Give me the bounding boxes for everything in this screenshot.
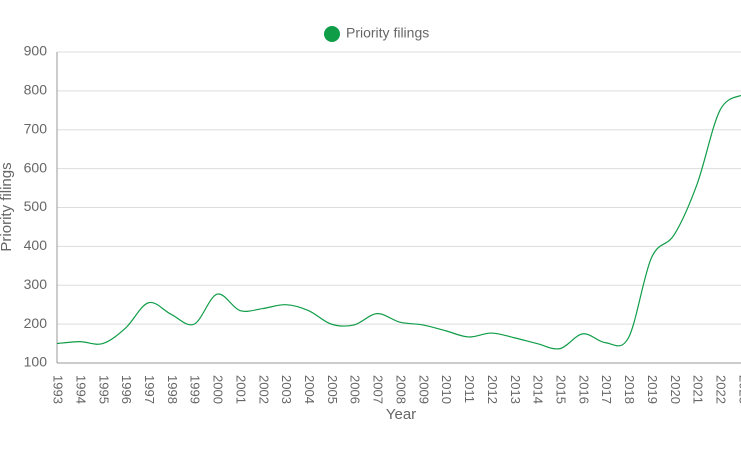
- legend-label: Priority filings: [346, 25, 429, 41]
- x-tick-label: 2023: [736, 375, 741, 404]
- x-tick-label: 2012: [485, 375, 500, 404]
- x-tick-label: 2005: [325, 375, 340, 404]
- x-tick-label: 1993: [51, 375, 66, 404]
- y-tick-label: 400: [24, 237, 48, 253]
- x-tick-label: 2008: [393, 375, 408, 404]
- x-tick-label: 2011: [462, 375, 477, 403]
- x-tick-label: 1998: [165, 375, 180, 404]
- legend-marker: [324, 26, 340, 42]
- y-tick-label: 100: [24, 354, 48, 370]
- y-tick-label: 700: [24, 120, 48, 136]
- x-tick-label: 2019: [645, 375, 660, 404]
- x-tick-label: 2000: [211, 375, 226, 404]
- y-tick-label: 600: [24, 159, 48, 175]
- x-tick-label: 1995: [96, 375, 111, 404]
- y-tick-label: 800: [24, 82, 48, 98]
- y-tick-label: 500: [24, 198, 48, 214]
- x-tick-label: 2018: [622, 375, 637, 404]
- y-tick-label: 300: [24, 276, 48, 292]
- data-line: [56, 94, 741, 350]
- x-tick-label: 1996: [119, 375, 134, 404]
- x-tick-label: 2004: [302, 375, 317, 404]
- x-tick-label: 2007: [371, 375, 386, 404]
- x-tick-label: 2020: [668, 375, 683, 404]
- x-tick-label: 2015: [553, 375, 568, 404]
- x-tick-label: 2009: [416, 375, 431, 404]
- y-axis-label: Priority filings: [0, 162, 15, 251]
- x-tick-label: 1994: [73, 375, 88, 404]
- x-tick-label: 2003: [279, 375, 294, 404]
- x-tick-label: 2001: [233, 375, 248, 404]
- x-tick-label: 1997: [142, 375, 157, 404]
- x-tick-label: 2010: [439, 375, 454, 404]
- x-axis-label: Year: [386, 406, 416, 423]
- x-tick-label: 2022: [714, 375, 729, 404]
- x-tick-label: 2016: [576, 375, 591, 404]
- y-tick-label: 900: [24, 43, 48, 59]
- x-tick-label: 2002: [256, 375, 271, 404]
- x-tick-label: 2013: [508, 375, 523, 404]
- x-tick-label: 1999: [188, 375, 203, 404]
- x-tick-label: 2017: [599, 375, 614, 404]
- x-tick-label: 2021: [691, 375, 706, 404]
- y-tick-label: 200: [24, 315, 48, 331]
- x-tick-label: 2006: [348, 375, 363, 404]
- x-tick-label: 2014: [531, 375, 546, 404]
